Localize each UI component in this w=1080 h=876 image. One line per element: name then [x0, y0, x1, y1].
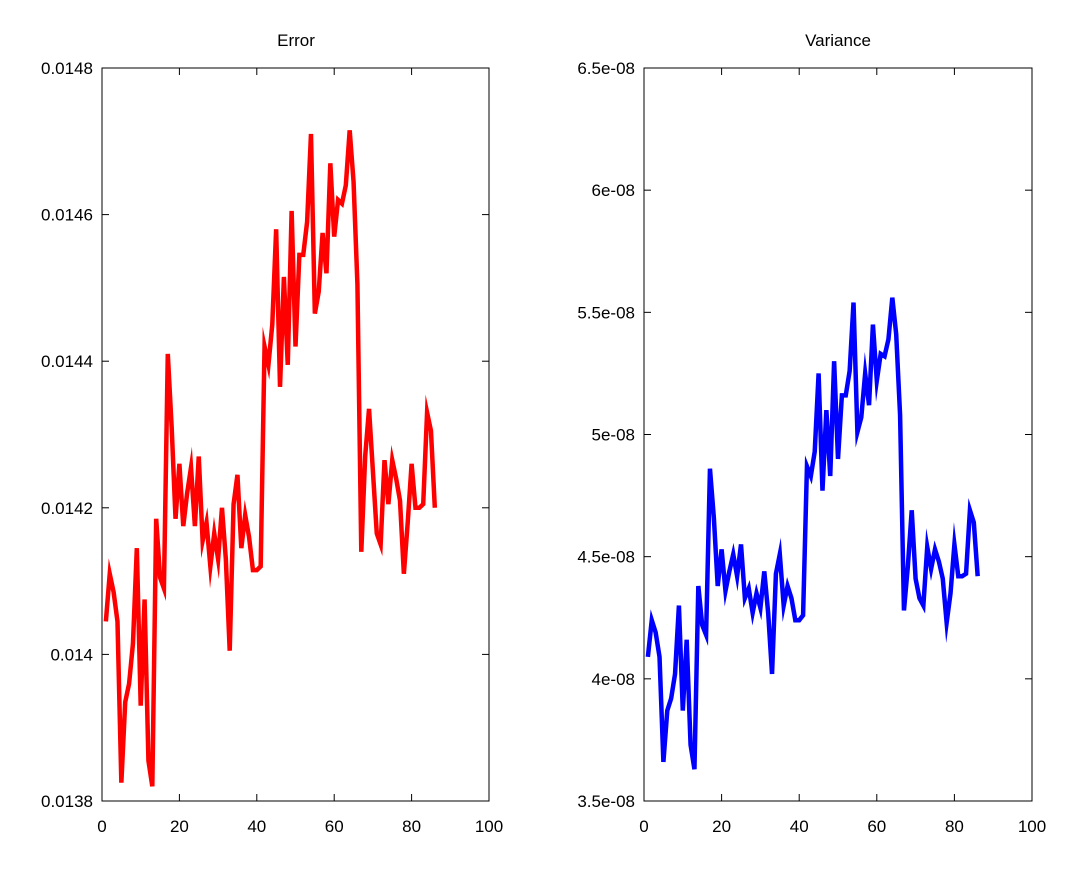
variance-x-tick-label: 20 — [712, 817, 731, 836]
error-y-tick-label: 0.014 — [50, 645, 93, 664]
error-y-tick-label: 0.0138 — [41, 792, 93, 811]
error-chart-title: Error — [277, 31, 315, 50]
variance-y-tick-label: 3.5e-08 — [577, 792, 635, 811]
error-x-tick-label: 20 — [170, 817, 189, 836]
variance-y-tick-label: 6e-08 — [592, 181, 635, 200]
variance-x-tick-label: 60 — [867, 817, 886, 836]
variance-y-tick-label: 4.5e-08 — [577, 548, 635, 567]
error-x-tick-label: 100 — [475, 817, 503, 836]
variance-x-tick-label: 40 — [790, 817, 809, 836]
variance-x-tick-label: 80 — [945, 817, 964, 836]
error-x-tick-label: 60 — [325, 817, 344, 836]
error-x-tick-label: 80 — [402, 817, 421, 836]
variance-x-tick-label: 100 — [1018, 817, 1046, 836]
error-y-tick-label: 0.0148 — [41, 59, 93, 78]
error-y-tick-label: 0.0146 — [41, 206, 93, 225]
error-series-line — [103, 130, 438, 787]
variance-y-tick-label: 5.5e-08 — [577, 303, 635, 322]
variance-chart-title: Variance — [805, 31, 871, 50]
variance-y-tick-label: 4e-08 — [592, 670, 635, 689]
variance-x-tick-label: 0 — [639, 817, 648, 836]
error-x-tick-label: 0 — [97, 817, 106, 836]
variance-y-tick-label: 5e-08 — [592, 426, 635, 445]
variance-chart-panel: Variance 0 20 40 60 80 100 3.5e-08 4e-08 4.5e-08… — [577, 31, 1046, 836]
error-x-tick-label: 40 — [247, 817, 266, 836]
error-y-tick-label: 0.0144 — [41, 352, 93, 371]
variance-y-tick-label: 6.5e-08 — [577, 59, 635, 78]
variance-series-line — [645, 297, 980, 770]
error-chart-panel: Error 0 20 40 60 80 100 0.0138 0.014 0.0142 0.014… — [41, 31, 503, 836]
error-y-tick-label: 0.0142 — [41, 499, 93, 518]
error-plot-frame — [101, 67, 490, 802]
